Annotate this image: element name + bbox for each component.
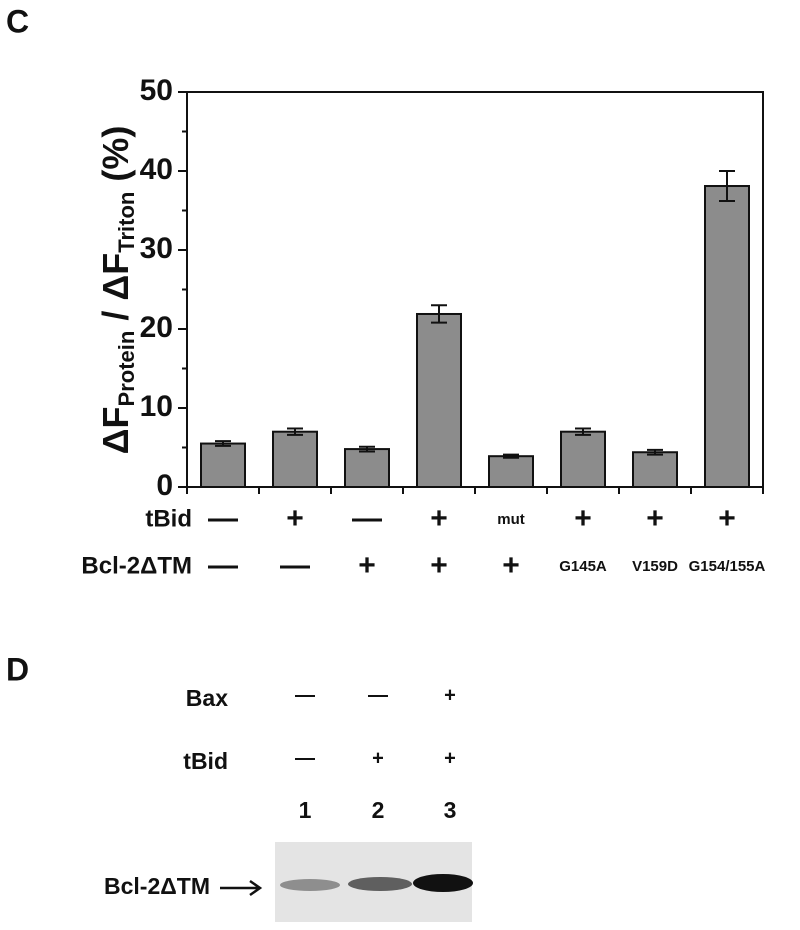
row-label: tBid [145,505,192,532]
blot-row-label: tBid [183,748,228,774]
bar [632,451,678,488]
bar [344,448,390,488]
condition-value: + [430,549,448,582]
error-bar [575,427,591,436]
bar [560,430,606,489]
bar [416,312,462,488]
bar [704,185,750,488]
condition-value: + [430,502,448,535]
condition-value: — [280,549,310,582]
y-label-sub: Protein [114,331,139,407]
y-tick-label: 0 [156,469,173,502]
y-tick-label: 10 [140,390,173,423]
y-label-part: ΔF [95,406,136,454]
blot-band [413,874,473,892]
condition-value: + [358,549,376,582]
y-tick-label: 50 [140,74,173,107]
blot-condition: + [444,747,456,769]
blot-row-label: Bax [186,685,228,711]
y-label-sub: Triton [114,192,139,253]
error-bar [503,453,519,459]
row-label: Bcl-2ΔTM [81,552,192,579]
condition-value: + [574,502,592,535]
condition-value: V159D [632,558,678,575]
condition-value: + [646,502,664,535]
condition-value: G145A [559,558,607,575]
bar [488,455,534,489]
y-label-part: / ΔF [95,253,136,331]
blot-condition: — [295,684,315,706]
blot-condition: + [372,747,384,769]
blot-condition: — [368,684,388,706]
y-label-part: (%) [95,126,136,192]
blot-band [280,879,340,891]
arrow [220,879,263,897]
condition-value: — [352,502,382,535]
error-bar [287,427,303,436]
condition-value: + [718,502,736,535]
lane-number: 2 [372,797,385,823]
error-bar [719,170,735,203]
blot-condition: + [444,684,456,706]
bar [200,442,246,488]
plot-frame [186,91,764,488]
error-bar [647,448,663,456]
condition-value: + [502,549,520,582]
blot-condition: — [295,747,315,769]
error-bar [215,440,231,447]
y-tick-label: 20 [140,311,173,344]
band-label: Bcl-2ΔTM [104,873,210,899]
panel-label: D [6,651,29,687]
condition-value: mut [497,511,525,528]
y-tick-label: 30 [140,232,173,265]
y-tick-label: 40 [140,153,173,186]
condition-value: + [286,502,304,535]
condition-value: G154/155A [689,558,766,575]
panel-label: C [6,3,29,39]
blot-band [348,877,412,891]
y-axis-label: ΔFProtein / ΔFTriton (%) [95,126,139,455]
lane-number: 3 [444,797,457,823]
condition-value: — [208,502,238,535]
lane-number: 1 [299,797,312,823]
error-bar [431,304,447,324]
bar [272,430,318,489]
condition-value: — [208,549,238,582]
error-bar [359,445,375,453]
